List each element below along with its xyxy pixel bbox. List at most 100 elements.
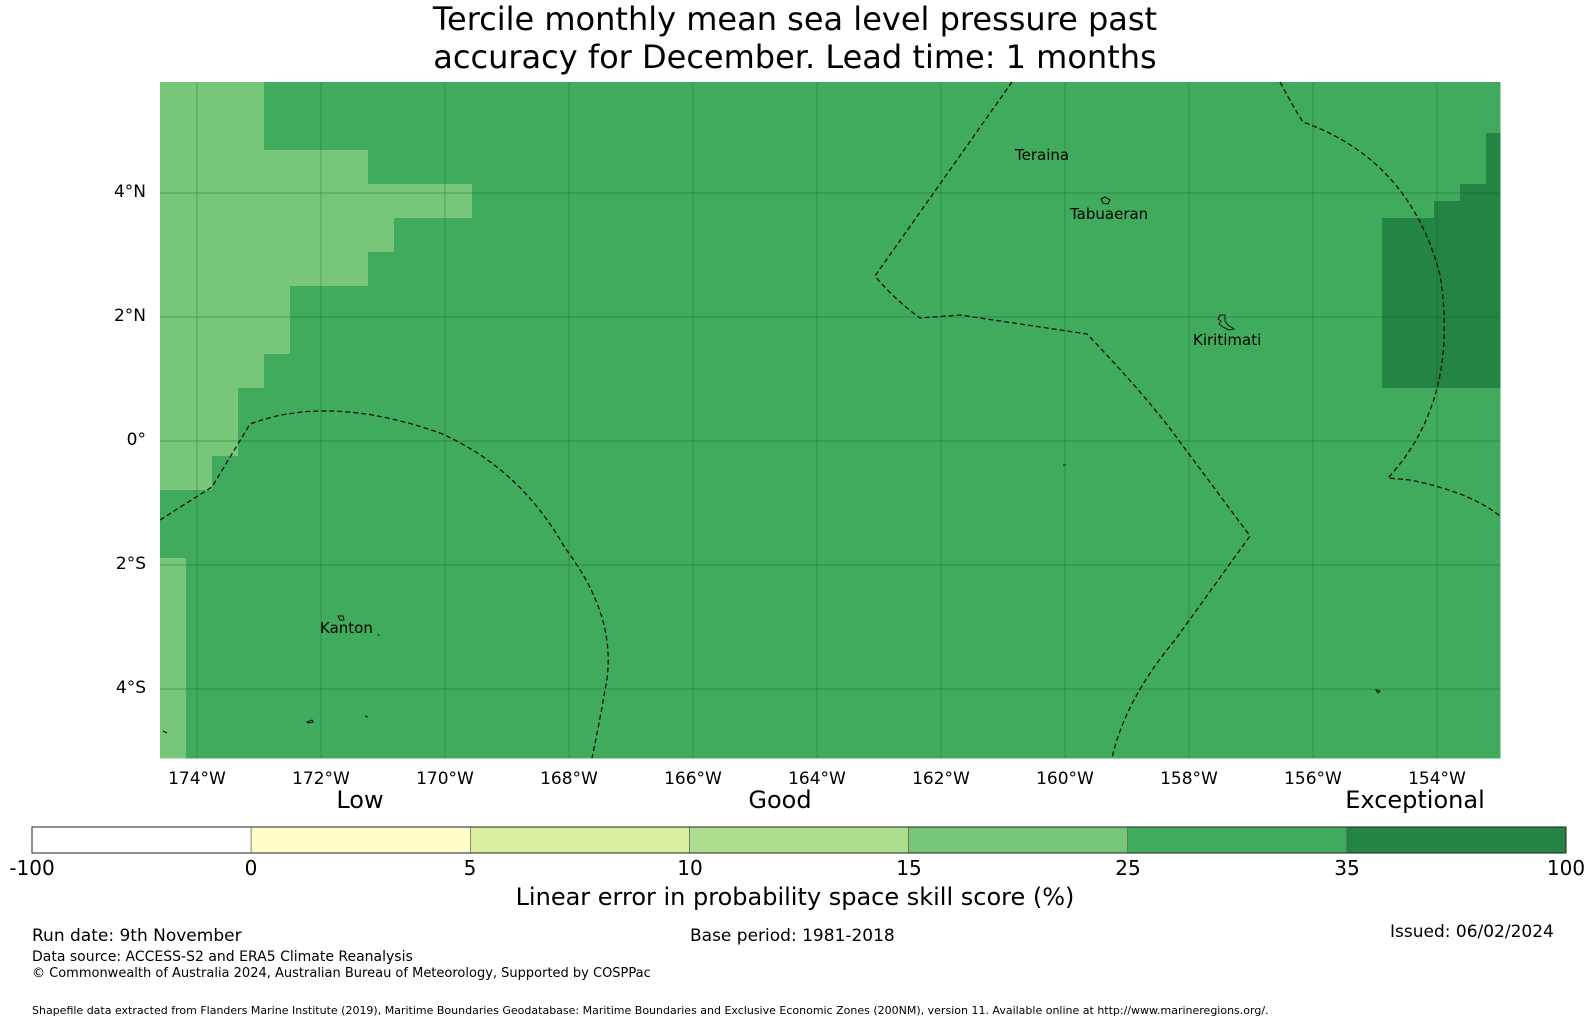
- grid-cell: [186, 660, 213, 678]
- grid-cell: [524, 252, 551, 270]
- grid-cell: [1226, 286, 1253, 304]
- grid-cell: [966, 541, 993, 559]
- grid-cell: [1434, 337, 1461, 355]
- grid-cell: [1122, 150, 1149, 168]
- grid-cell: [472, 337, 499, 355]
- grid-cell: [1148, 422, 1175, 440]
- grid-cell: [1278, 337, 1305, 355]
- grid-cell: [1252, 660, 1279, 678]
- grid-cell: [498, 320, 525, 338]
- grid-cell: [1122, 609, 1149, 627]
- grid-cell: [186, 677, 213, 695]
- grid-cell: [888, 371, 915, 389]
- grid-cell: [524, 439, 551, 457]
- grid-cell: [1148, 354, 1175, 372]
- grid-cell: [654, 133, 681, 151]
- grid-cell: [1278, 82, 1305, 100]
- grid-cell: [732, 201, 759, 219]
- grid-cell: [992, 252, 1019, 270]
- grid-cell: [940, 711, 967, 729]
- grid-cell: [1304, 371, 1331, 389]
- grid-cell: [160, 439, 187, 457]
- grid-cell: [394, 558, 421, 576]
- grid-cell: [1330, 575, 1357, 593]
- grid-cell: [1226, 660, 1253, 678]
- grid-cell: [602, 167, 629, 185]
- grid-cell: [836, 422, 863, 440]
- grid-cell: [1174, 439, 1201, 457]
- grid-cell: [290, 524, 317, 542]
- grid-cell: [420, 541, 447, 559]
- grid-cell: [836, 439, 863, 457]
- grid-cell: [1434, 643, 1461, 661]
- grid-cell: [550, 507, 577, 525]
- grid-cell: [212, 745, 239, 759]
- grid-cell: [1304, 116, 1331, 134]
- grid-cell: [784, 507, 811, 525]
- grid-cell: [1226, 201, 1253, 219]
- colorbar-frame: [31, 826, 1567, 854]
- grid-cell: [290, 218, 317, 236]
- grid-cell: [1148, 558, 1175, 576]
- grid-cell: [498, 490, 525, 508]
- grid-cell: [810, 133, 837, 151]
- grid-cell: [784, 354, 811, 372]
- grid-cell: [316, 201, 343, 219]
- grid-cell: [1356, 609, 1383, 627]
- grid-cell: [212, 354, 239, 372]
- grid-cell: [238, 405, 265, 423]
- grid-cell: [966, 558, 993, 576]
- grid-cell: [1044, 116, 1071, 134]
- grid-cell: [1174, 626, 1201, 644]
- grid-cell: [498, 507, 525, 525]
- grid-cell: [1252, 354, 1279, 372]
- grid-cell: [1486, 711, 1501, 729]
- grid-cell: [1226, 235, 1253, 253]
- grid-cell: [368, 133, 395, 151]
- grid-cell: [1018, 201, 1045, 219]
- grid-cell: [810, 388, 837, 406]
- grid-cell: [628, 150, 655, 168]
- grid-cell: [1460, 252, 1487, 270]
- grid-cell: [1096, 507, 1123, 525]
- grid-cell: [1460, 609, 1487, 627]
- grid-cell: [238, 609, 265, 627]
- grid-cell: [1330, 116, 1357, 134]
- grid-cell: [1434, 422, 1461, 440]
- grid-cell: [446, 660, 473, 678]
- grid-cell: [1330, 456, 1357, 474]
- grid-cell: [420, 167, 447, 185]
- grid-cell: [1330, 558, 1357, 576]
- grid-cell: [394, 490, 421, 508]
- grid-cell: [238, 575, 265, 593]
- grid-cell: [264, 473, 291, 491]
- colorbar-tick-minus100: -100: [9, 856, 55, 880]
- grid-cell: [706, 252, 733, 270]
- grid-cell: [914, 303, 941, 321]
- grid-cell: [1434, 167, 1461, 185]
- grid-cell: [1278, 269, 1305, 287]
- grid-cell: [602, 201, 629, 219]
- grid-cell: [810, 150, 837, 168]
- grid-cell: [992, 337, 1019, 355]
- grid-cell: [316, 235, 343, 253]
- grid-cell: [888, 116, 915, 134]
- grid-cell: [758, 405, 785, 423]
- grid-cell: [1278, 371, 1305, 389]
- grid-cell: [472, 490, 499, 508]
- grid-cell: [628, 422, 655, 440]
- grid-cell: [1044, 320, 1071, 338]
- grid-cell: [784, 388, 811, 406]
- grid-cell: [186, 99, 213, 117]
- grid-cell: [1226, 252, 1253, 270]
- grid-cell: [1330, 490, 1357, 508]
- grid-cell: [1096, 337, 1123, 355]
- grid-cell: [862, 456, 889, 474]
- grid-cell: [1018, 592, 1045, 610]
- grid-cell: [186, 609, 213, 627]
- grid-cell: [758, 439, 785, 457]
- grid-cell: [1070, 269, 1097, 287]
- grid-cell: [628, 490, 655, 508]
- grid-cell: [1096, 677, 1123, 695]
- grid-cell: [862, 473, 889, 491]
